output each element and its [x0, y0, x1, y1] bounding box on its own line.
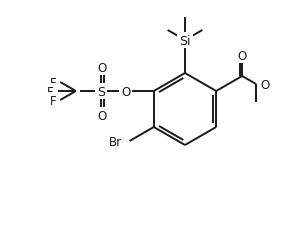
- Text: O: O: [260, 78, 269, 91]
- Text: F: F: [47, 85, 54, 98]
- Text: S: S: [97, 85, 105, 98]
- Text: F: F: [50, 94, 56, 107]
- Text: Br: Br: [108, 135, 121, 148]
- Text: O: O: [237, 49, 247, 62]
- Text: O: O: [121, 85, 131, 98]
- Text: F: F: [50, 76, 56, 89]
- Text: O: O: [98, 109, 107, 122]
- Text: O: O: [98, 61, 107, 74]
- Text: Si: Si: [179, 34, 191, 47]
